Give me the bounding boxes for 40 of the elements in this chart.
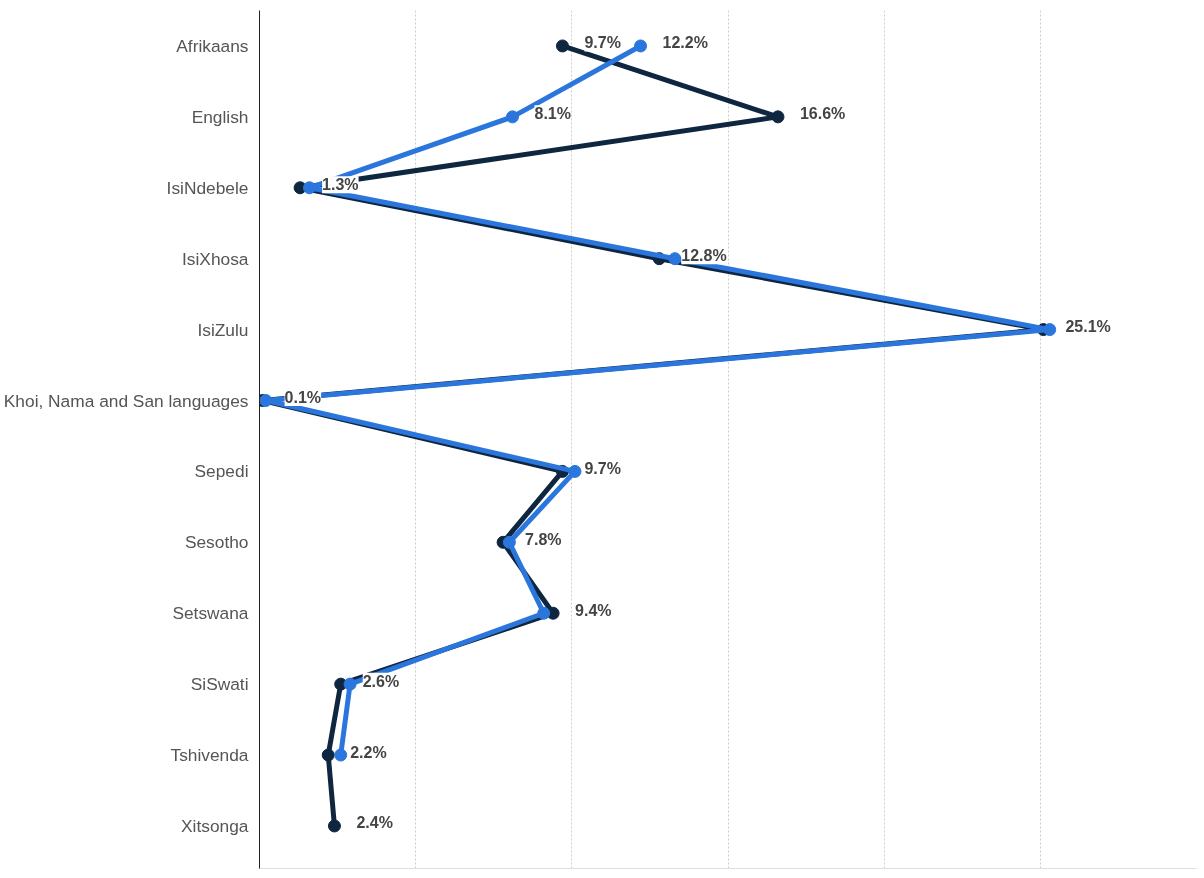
y-tick-label: IsiNdebele [166, 177, 249, 198]
y-tick-label: IsiXhosa [182, 248, 249, 269]
y-tick-label: SiSwati [190, 674, 249, 695]
data-label: 2.4% [356, 814, 393, 832]
y-tick-label: Khoi, Nama and San languages [3, 390, 249, 411]
y-tick-label: Tshivenda [170, 745, 249, 766]
point [334, 748, 348, 762]
data-label: 16.6% [799, 105, 846, 123]
data-label: 9.7% [584, 34, 621, 52]
point [321, 748, 335, 762]
y-tick-label: Setswana [172, 603, 249, 624]
data-label: 12.2% [662, 34, 708, 52]
point [343, 677, 357, 691]
point [537, 606, 551, 620]
data-label: 2.6% [362, 672, 400, 690]
point [1043, 323, 1057, 337]
point [327, 819, 341, 833]
point [568, 464, 582, 478]
data-label: 0.1% [284, 389, 322, 406]
y-tick-label: Sepedi [194, 461, 249, 482]
y-tick-label: Afrikaans [176, 35, 249, 56]
data-label: 1.3% [322, 176, 359, 194]
data-label: 8.1% [534, 105, 571, 123]
y-tick-label: Sesotho [184, 532, 249, 553]
data-label: 2.2% [350, 743, 387, 761]
data-label: 7.8% [525, 530, 562, 548]
point [668, 252, 682, 266]
y-tick-label: English [191, 106, 249, 127]
point [302, 181, 316, 195]
data-label: 9.7% [584, 459, 621, 477]
point [502, 535, 516, 549]
y-tick-label: IsiZulu [197, 319, 249, 340]
y-tick-label: Xitsonga [181, 815, 249, 836]
point [555, 39, 569, 53]
point [634, 39, 648, 53]
data-label: 25.1% [1065, 318, 1111, 336]
point [771, 110, 785, 124]
data-label: 12.8% [681, 247, 727, 265]
data-label: 9.4% [575, 601, 612, 619]
point [505, 110, 519, 124]
